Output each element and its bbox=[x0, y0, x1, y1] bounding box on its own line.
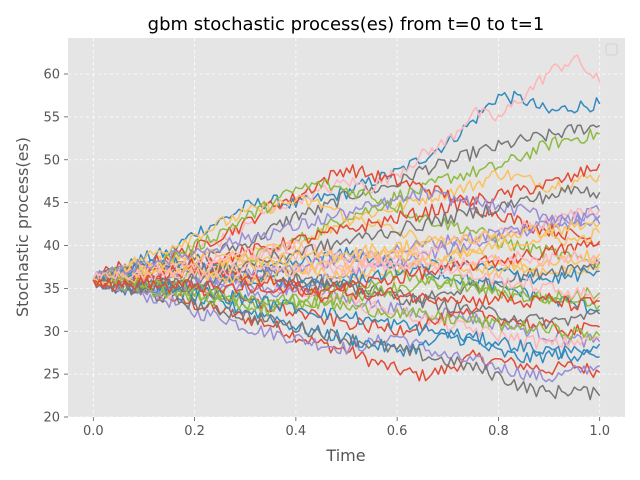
y-tick-label: 30 bbox=[43, 325, 60, 340]
y-axis-label: Stochastic process(es) bbox=[13, 137, 32, 317]
series-line bbox=[92, 179, 601, 283]
x-axis-label: Time bbox=[325, 446, 365, 465]
legend-box bbox=[605, 43, 618, 56]
series-line bbox=[92, 194, 601, 286]
series-lines bbox=[92, 54, 601, 401]
y-tick-label: 35 bbox=[43, 282, 60, 297]
series-line bbox=[93, 220, 601, 286]
x-tick-label: 0.4 bbox=[286, 424, 307, 439]
y-tick-label: 25 bbox=[43, 368, 60, 383]
y-axis: 20 25 30 35 40 45 50 55 60 bbox=[43, 68, 68, 426]
series-line bbox=[92, 275, 600, 312]
series-line bbox=[92, 270, 601, 330]
x-tick-label: 1.0 bbox=[589, 424, 610, 439]
x-tick-label: 0.2 bbox=[184, 424, 205, 439]
series-line bbox=[92, 207, 601, 287]
series-line bbox=[92, 274, 600, 362]
series-line bbox=[92, 270, 601, 309]
y-tick-label: 20 bbox=[43, 411, 60, 426]
series-line bbox=[92, 275, 601, 383]
y-tick-label: 50 bbox=[43, 153, 60, 168]
series-line bbox=[92, 249, 601, 283]
x-axis: 0.0 0.2 0.4 0.6 0.8 1.0 bbox=[83, 417, 610, 439]
y-tick-label: 45 bbox=[43, 196, 60, 211]
y-tick-label: 55 bbox=[43, 110, 60, 125]
y-tick-label: 40 bbox=[43, 239, 60, 254]
series-line bbox=[92, 187, 601, 281]
series-line bbox=[92, 124, 601, 286]
x-tick-label: 0.6 bbox=[387, 424, 408, 439]
x-tick-label: 0.0 bbox=[83, 424, 104, 439]
x-tick-label: 0.8 bbox=[488, 424, 509, 439]
series-line bbox=[92, 228, 601, 286]
series-line bbox=[92, 274, 601, 401]
chart-title: gbm stochastic process(es) from t=0 to t… bbox=[148, 14, 545, 35]
y-tick-label: 60 bbox=[43, 68, 60, 83]
